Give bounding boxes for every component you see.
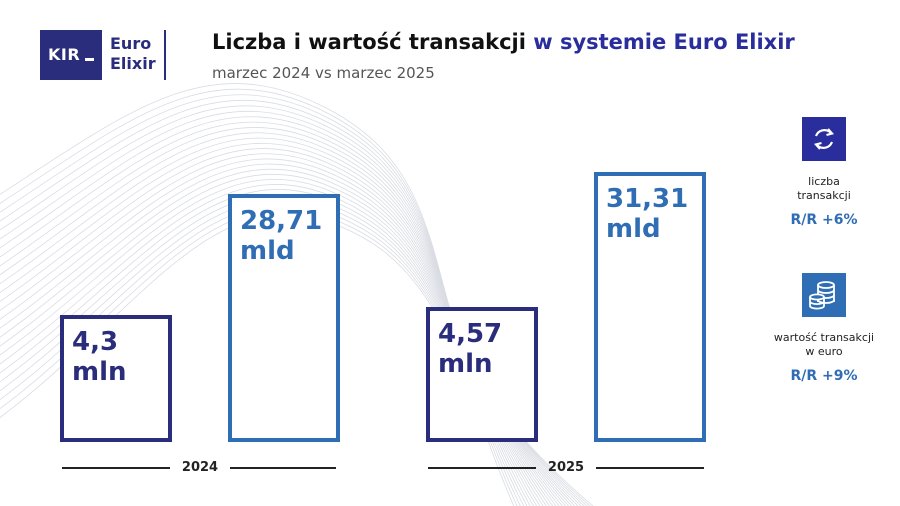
logo-elixir-word: Elixir — [110, 54, 156, 73]
coins-stack-icon — [802, 273, 846, 317]
logo-kir-text: KIR — [48, 45, 81, 64]
bar-unit: mld — [606, 214, 661, 244]
axis-line-2025-right — [596, 467, 704, 469]
axis-line-2024-left — [62, 467, 170, 469]
kir-euro-elixir-logo: KIR Euro Elixir — [40, 30, 168, 80]
legend-count-line1: liczba — [808, 175, 840, 188]
year-label-2024: 2024 — [181, 460, 219, 475]
page-title: Liczba i wartość transakcji w systemie E… — [212, 30, 795, 54]
legend-value-growth: R/R +9% — [790, 368, 858, 384]
bar-unit: mln — [72, 357, 127, 387]
refresh-arrows-icon — [802, 117, 846, 161]
year-label-2025: 2025 — [547, 460, 585, 475]
page-subtitle: marzec 2024 vs marzec 2025 — [212, 64, 435, 82]
legend-count-growth: R/R +6% — [790, 212, 858, 228]
legend-count-label: liczba transakcji — [759, 175, 889, 203]
legend-value-label: wartość transakcji w euro — [759, 331, 889, 359]
bar-value-2024 — [228, 194, 340, 442]
kir-logo-box: KIR — [40, 30, 102, 80]
bar-value: 4,3 — [72, 327, 119, 357]
bar-label-value-2024: 28,71 mld — [240, 206, 322, 266]
bar-value-2025 — [594, 172, 706, 442]
axis-line-2025-left — [428, 467, 536, 469]
bar-value: 4,57 — [438, 319, 503, 349]
bar-label-count-2025: 4,57 mln — [438, 319, 502, 379]
logo-kir-underscore — [85, 58, 94, 61]
logo-euro-word: Euro — [110, 34, 152, 53]
bar-unit: mld — [240, 236, 295, 266]
legend-value-line1: wartość transakcji — [773, 331, 875, 344]
title-main: Liczba i wartość transakcji — [212, 30, 534, 54]
bar-count-2025 — [426, 307, 538, 442]
bar-label-value-2025: 31,31 mld — [606, 184, 688, 244]
bar-label-count-2024: 4,3 mln — [72, 327, 127, 387]
logo-euro-elixir-text: Euro Elixir — [110, 34, 156, 74]
bar-value: 28,71 — [240, 206, 323, 236]
legend-value-line2: w euro — [805, 345, 843, 358]
logo-divider — [164, 30, 166, 80]
bar-count-2024 — [60, 315, 172, 442]
legend-count-line2: transakcji — [797, 189, 851, 202]
title-accent: w systemie Euro Elixir — [533, 30, 795, 54]
bar-value: 31,31 — [606, 184, 689, 214]
bar-unit: mln — [438, 349, 493, 379]
axis-line-2024-right — [230, 467, 336, 469]
